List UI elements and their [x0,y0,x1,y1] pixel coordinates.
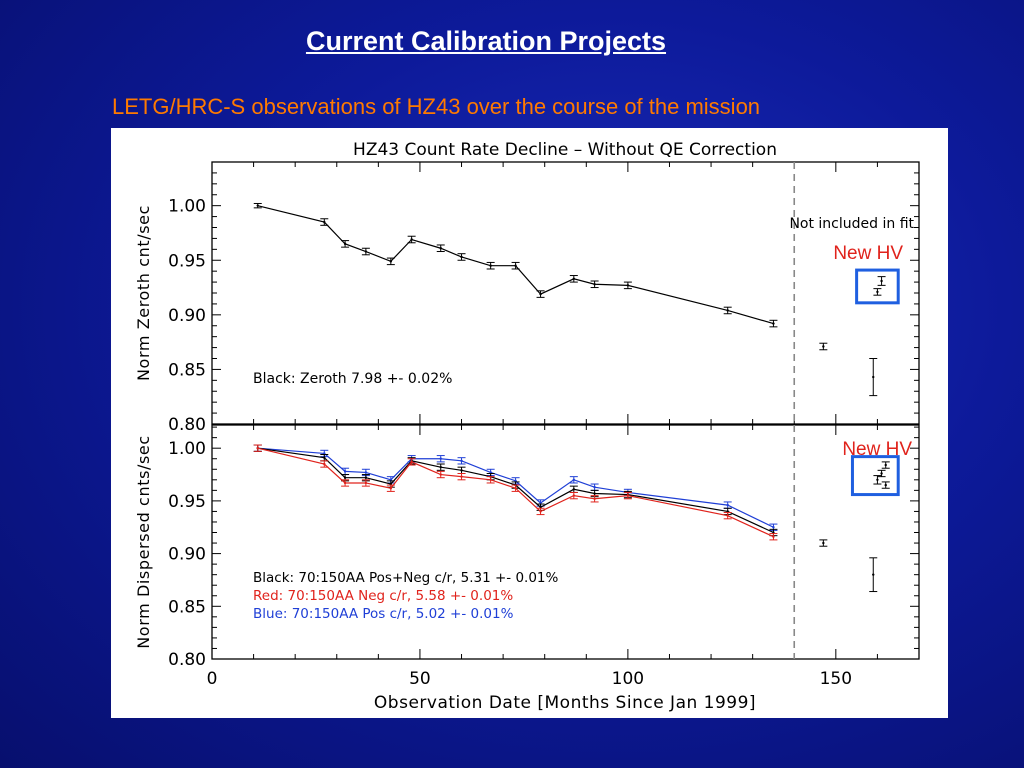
data-point [726,514,729,517]
data-point [460,475,463,478]
data-point [364,476,368,479]
data-point [389,260,393,263]
excluded-point [884,463,887,467]
new-hv-highlight-box [850,455,900,497]
data-point [726,503,729,507]
data-point [439,473,442,476]
data-point [460,469,463,472]
chart-title: HZ43 Count Rate Decline – Without QE Cor… [353,140,777,160]
y-tick-label: 0.85 [168,597,206,617]
new-hv-highlight-box [855,268,900,305]
data-point [410,460,413,464]
data-point [772,526,775,529]
y-tick-label: 1.00 [168,197,206,217]
data-point [489,264,492,267]
dispersed-legend-line: Red: 70:150AA Neg c/r, 5.58 +- 0.01% [253,588,513,604]
x-tick-label: 0 [207,669,218,689]
excluded-point [872,375,875,379]
data-point [439,247,442,250]
y-tick-label: 0.90 [168,306,206,326]
excluded-point [880,279,883,283]
data-point [593,485,596,489]
x-axis-label: Observation Date [Months Since Jan 1999] [374,693,756,713]
y-tick-label: 0.90 [168,545,206,565]
data-point [539,292,542,296]
data-point [572,478,576,482]
data-point [389,487,393,490]
fit-note: Not included in fit [789,216,914,232]
excluded-point [872,573,875,576]
data-point [343,470,347,473]
x-tick-label: 100 [612,669,644,689]
excluded-point [876,478,879,482]
data-point [364,471,368,474]
series-line-blue [257,447,774,528]
data-point [572,277,576,281]
y-tick-label: 0.95 [168,251,206,271]
chart-svg: 0.80 0.85 0.90 0.95 1.00 Norm Zeroth cnt/sec N… [134,140,920,713]
data-point [343,242,347,246]
series-line-black [257,447,774,534]
x-tick-label: 150 [820,669,852,689]
data-point [772,535,775,538]
excluded-point [880,472,883,475]
excluded-point [876,290,879,294]
new-hv-label: New HV [842,439,912,460]
y-tick-label: 0.95 [168,492,206,512]
data-point [772,322,775,325]
data-point [343,476,347,479]
chart-panel: 0.80 0.85 0.90 0.95 1.00 Norm Zeroth cnt/sec N… [111,128,948,718]
dispersed-legend-line: Black: 70:150AA Pos+Neg c/r, 5.31 +- 0.0… [253,570,559,586]
slide-title: Current Calibration Projects [305,26,667,56]
plot-frame [211,424,920,660]
data-point [460,459,463,463]
chart-panel-dispersed: 0.80 0.85 0.90 0.95 1.00 0 50 100 150 Norm Disper… [134,424,920,689]
slide-subtitle: LETG/HRC-S observations of HZ43 over the… [112,94,761,119]
data-point [626,494,630,497]
y-axis-label: Norm Zeroth cnt/sec [134,205,153,381]
data-point [572,494,576,497]
y-axis-label: Norm Dispersed cnts/sec [134,435,153,649]
series-line-black [257,205,774,325]
data-point [539,510,542,513]
x-tick-label: 50 [409,669,431,689]
data-point [364,250,368,253]
y-tick-label: 0.85 [168,360,206,380]
y-tick-label: 0.80 [168,650,206,670]
data-point [410,238,413,241]
data-point [489,478,492,482]
data-point [323,456,326,459]
y-tick-label: 0.80 [168,415,206,435]
data-point [323,462,326,466]
data-point [439,465,442,469]
data-point [364,481,368,485]
data-point [460,255,463,259]
new-hv-label: New HV [833,243,903,264]
data-point [514,487,517,490]
data-point [514,264,517,267]
excluded-point [822,541,825,545]
excluded-point [822,345,825,348]
data-point [593,497,596,500]
chart-panel-zeroth: 0.80 0.85 0.90 0.95 1.00 Norm Zeroth cnt/sec N… [134,161,920,435]
data-point [572,488,576,491]
data-point [626,284,630,287]
zeroth-legend: Black: Zeroth 7.98 +- 0.02% [253,371,452,387]
data-point [256,204,259,207]
data-point [343,481,347,485]
data-point [256,446,259,450]
data-point [323,220,326,224]
data-point [593,492,596,495]
dispersed-legend-line: Blue: 70:150AA Pos c/r, 5.02 +- 0.01% [253,606,514,622]
y-tick-label: 1.00 [168,439,206,459]
series-line-red [257,447,774,538]
data-point [593,283,596,286]
data-point [726,309,729,312]
data-point [439,457,442,460]
excluded-point [884,483,887,487]
